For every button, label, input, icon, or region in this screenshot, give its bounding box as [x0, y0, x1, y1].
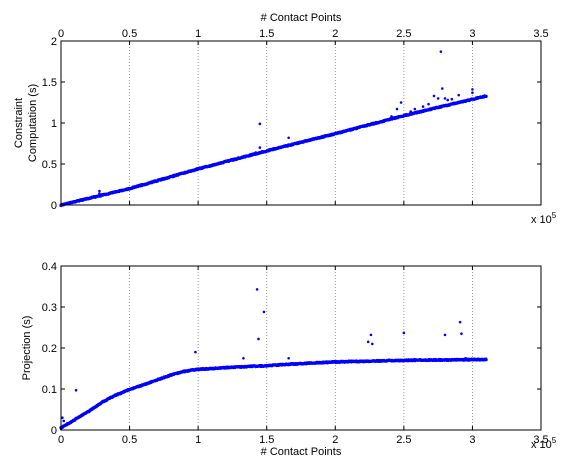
top-chart-points	[59, 50, 488, 208]
bottom-chart-outlier-point	[369, 333, 373, 337]
bottom-chart-outlier-point	[242, 356, 245, 360]
bottom-chart-outlier-point	[262, 310, 266, 314]
top-chart-xgrid	[129, 41, 473, 205]
top-chart-outlier-point	[413, 107, 417, 111]
bottom-chart-outlier-point	[61, 416, 64, 420]
bottom-chart-outlier-point	[371, 342, 374, 346]
bottom-chart-outlier-point	[74, 388, 78, 392]
top-chart-outlier-point	[432, 94, 436, 98]
top-chart-x-tick-label: 1.5	[259, 28, 274, 40]
top-chart-data-point	[484, 95, 488, 98]
top-chart-outlier-point	[450, 97, 454, 101]
top-chart-outlier-point	[457, 93, 461, 97]
bottom-chart-x-tick-label: 1	[195, 434, 201, 446]
top-chart-axes-box	[60, 40, 542, 206]
bottom-chart-xlabel: # Contact Points	[261, 446, 342, 458]
bottom-chart-data-point	[484, 357, 488, 361]
top-chart-outlier-point	[439, 50, 443, 53]
bottom-chart-x-tick-label: 0.5	[122, 434, 137, 446]
bottom-chart-x-tick-label: 1.5	[259, 434, 274, 446]
bottom-chart-y-tick-label: 0.3	[42, 302, 57, 314]
bottom-chart-x-tick-label: 2.5	[396, 434, 411, 446]
bottom-chart-outlier-point	[287, 356, 290, 360]
bottom-chart-x-exponent-power: 5	[552, 436, 557, 445]
top-chart-y-tick-label: 2	[51, 36, 57, 48]
top-chart-outlier-point	[254, 151, 258, 154]
bottom-chart-y-tick-label: 0.4	[42, 261, 57, 273]
bottom-chart-axes-box	[60, 265, 542, 431]
bottom-chart-outlier-point	[443, 333, 447, 337]
bottom-chart-outlier-point	[458, 320, 462, 324]
top-chart-x-tick-label: 2.5	[396, 28, 411, 40]
bottom-chart-x-exponent: x 105	[531, 436, 557, 451]
bottom-chart-ticks: 0 0.5 1 1.5 2 2.5 3 3.5 0 0.1 0.2 0.3 0.4	[42, 261, 549, 446]
bottom-chart-points	[59, 288, 488, 431]
top-chart-outlier-point	[446, 98, 450, 102]
bottom-chart-x-tick-label: 3	[469, 434, 475, 446]
top-chart-outlier-point	[427, 102, 430, 106]
top-chart-outlier-point	[287, 136, 290, 140]
top-chart-outlier-point	[440, 87, 444, 90]
top-chart-xlabel: # Contact Points	[261, 12, 342, 24]
bottom-chart-outlier-point	[366, 340, 370, 344]
bottom-chart-x-tick-label: 2	[332, 434, 338, 446]
top-chart-outlier-point	[390, 115, 393, 118]
top-chart-outlier-point	[421, 105, 425, 108]
top-chart-x-tick-label: 1	[195, 28, 201, 40]
bottom-chart-outlier-point	[460, 332, 463, 335]
top-chart-outlier-point	[258, 122, 262, 126]
top-chart-outlier-point	[395, 107, 399, 111]
top-chart-ylabel-line-1: Constraint	[13, 98, 25, 148]
top-chart-y-tick-label: 0	[51, 200, 57, 212]
top-chart-y-tick-label: 0.5	[42, 159, 57, 171]
bottom-chart-y-tick-label: 0.2	[42, 343, 57, 355]
top-chart-y-tick-label: 1	[51, 118, 57, 130]
top-chart-ylabel-line-2: Computation (s)	[27, 84, 39, 162]
top-chart-x-tick-label: 2	[332, 28, 338, 40]
bottom-chart-outlier-point	[255, 288, 259, 291]
bottom-chart-xgrid	[129, 266, 473, 430]
top-chart-outlier-point	[471, 91, 474, 94]
top-chart-outlier-point	[98, 189, 101, 193]
bottom-chart-outlier-point	[257, 337, 260, 341]
top-chart-outlier-point	[372, 121, 375, 125]
bottom-chart-outlier-point	[62, 419, 66, 423]
bottom-chart-outlier-point	[194, 350, 197, 354]
top-chart-x-exponent: x 105	[531, 211, 557, 226]
top-chart-ticks: 0 0.5 1 1.5 2 2.5 3 3.5 0 0.5 1 1.5 2	[42, 28, 549, 212]
top-chart-outlier-point	[436, 97, 440, 100]
top-chart-outlier-point	[98, 192, 101, 195]
bottom-chart-y-tick-label: 0.1	[42, 384, 57, 396]
bottom-chart-x-tick-label: 3.5	[533, 434, 548, 446]
top-chart-x-tick-label: 3	[469, 28, 475, 40]
top-chart-x-exponent-power: 5	[552, 211, 557, 220]
top-chart-outlier-point	[471, 88, 474, 91]
top-chart-x-tick-label: 0	[58, 28, 64, 40]
top-chart-x-tick-label: 0.5	[122, 28, 137, 40]
top-chart-outlier-point	[409, 110, 413, 113]
bottom-chart-outlier-point	[402, 331, 406, 335]
bottom-chart-ylabel: Projection (s)	[21, 316, 33, 381]
top-chart-y-tick-label: 1.5	[42, 77, 57, 89]
top-chart-outlier-point	[443, 97, 447, 100]
top-chart-outlier-point	[399, 101, 403, 104]
top-chart-outlier-point	[258, 146, 262, 149]
bottom-chart-x-exponent-base: x 10	[531, 439, 552, 451]
top-chart-x-exponent-base: x 10	[531, 214, 552, 226]
top-chart-x-tick-label: 3.5	[533, 28, 548, 40]
bottom-chart-panel: 0 0.5 1 1.5 2 2.5 3 3.5 0 0.1 0.2 0.3 0.4 # Contact …	[21, 261, 557, 458]
bottom-chart-outlier-point	[464, 356, 467, 360]
bottom-chart-y-tick-label: 0	[51, 425, 57, 437]
top-chart-panel: 0 0.5 1 1.5 2 2.5 3 3.5 0 0.5 1 1.5 2 # Contact Poin…	[13, 12, 557, 226]
bottom-chart-x-tick-label: 0	[58, 434, 64, 446]
